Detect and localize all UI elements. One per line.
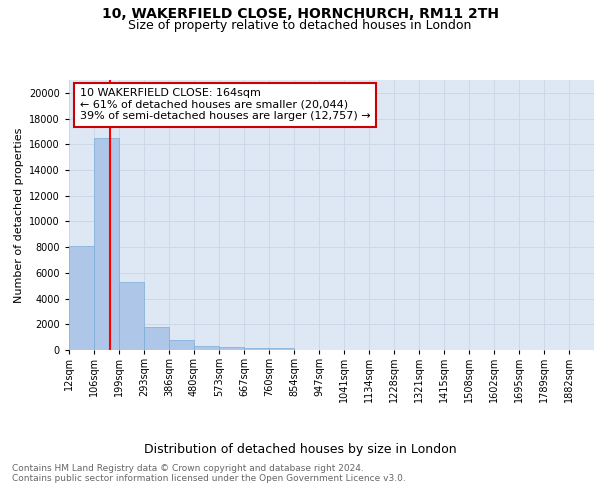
Text: 10 WAKERFIELD CLOSE: 164sqm
← 61% of detached houses are smaller (20,044)
39% of: 10 WAKERFIELD CLOSE: 164sqm ← 61% of det… xyxy=(79,88,370,122)
Text: Contains HM Land Registry data © Crown copyright and database right 2024.: Contains HM Land Registry data © Crown c… xyxy=(12,464,364,473)
Bar xyxy=(244,348,269,350)
Bar xyxy=(119,282,144,350)
Text: Contains public sector information licensed under the Open Government Licence v3: Contains public sector information licen… xyxy=(12,474,406,483)
Bar xyxy=(94,138,119,350)
Text: Distribution of detached houses by size in London: Distribution of detached houses by size … xyxy=(143,442,457,456)
Y-axis label: Number of detached properties: Number of detached properties xyxy=(14,128,23,302)
Bar xyxy=(69,246,94,350)
Bar xyxy=(269,348,294,350)
Bar xyxy=(169,340,194,350)
Text: Size of property relative to detached houses in London: Size of property relative to detached ho… xyxy=(128,19,472,32)
Text: 10, WAKERFIELD CLOSE, HORNCHURCH, RM11 2TH: 10, WAKERFIELD CLOSE, HORNCHURCH, RM11 2… xyxy=(101,8,499,22)
Bar xyxy=(144,327,169,350)
Bar xyxy=(194,346,219,350)
Bar xyxy=(219,347,244,350)
